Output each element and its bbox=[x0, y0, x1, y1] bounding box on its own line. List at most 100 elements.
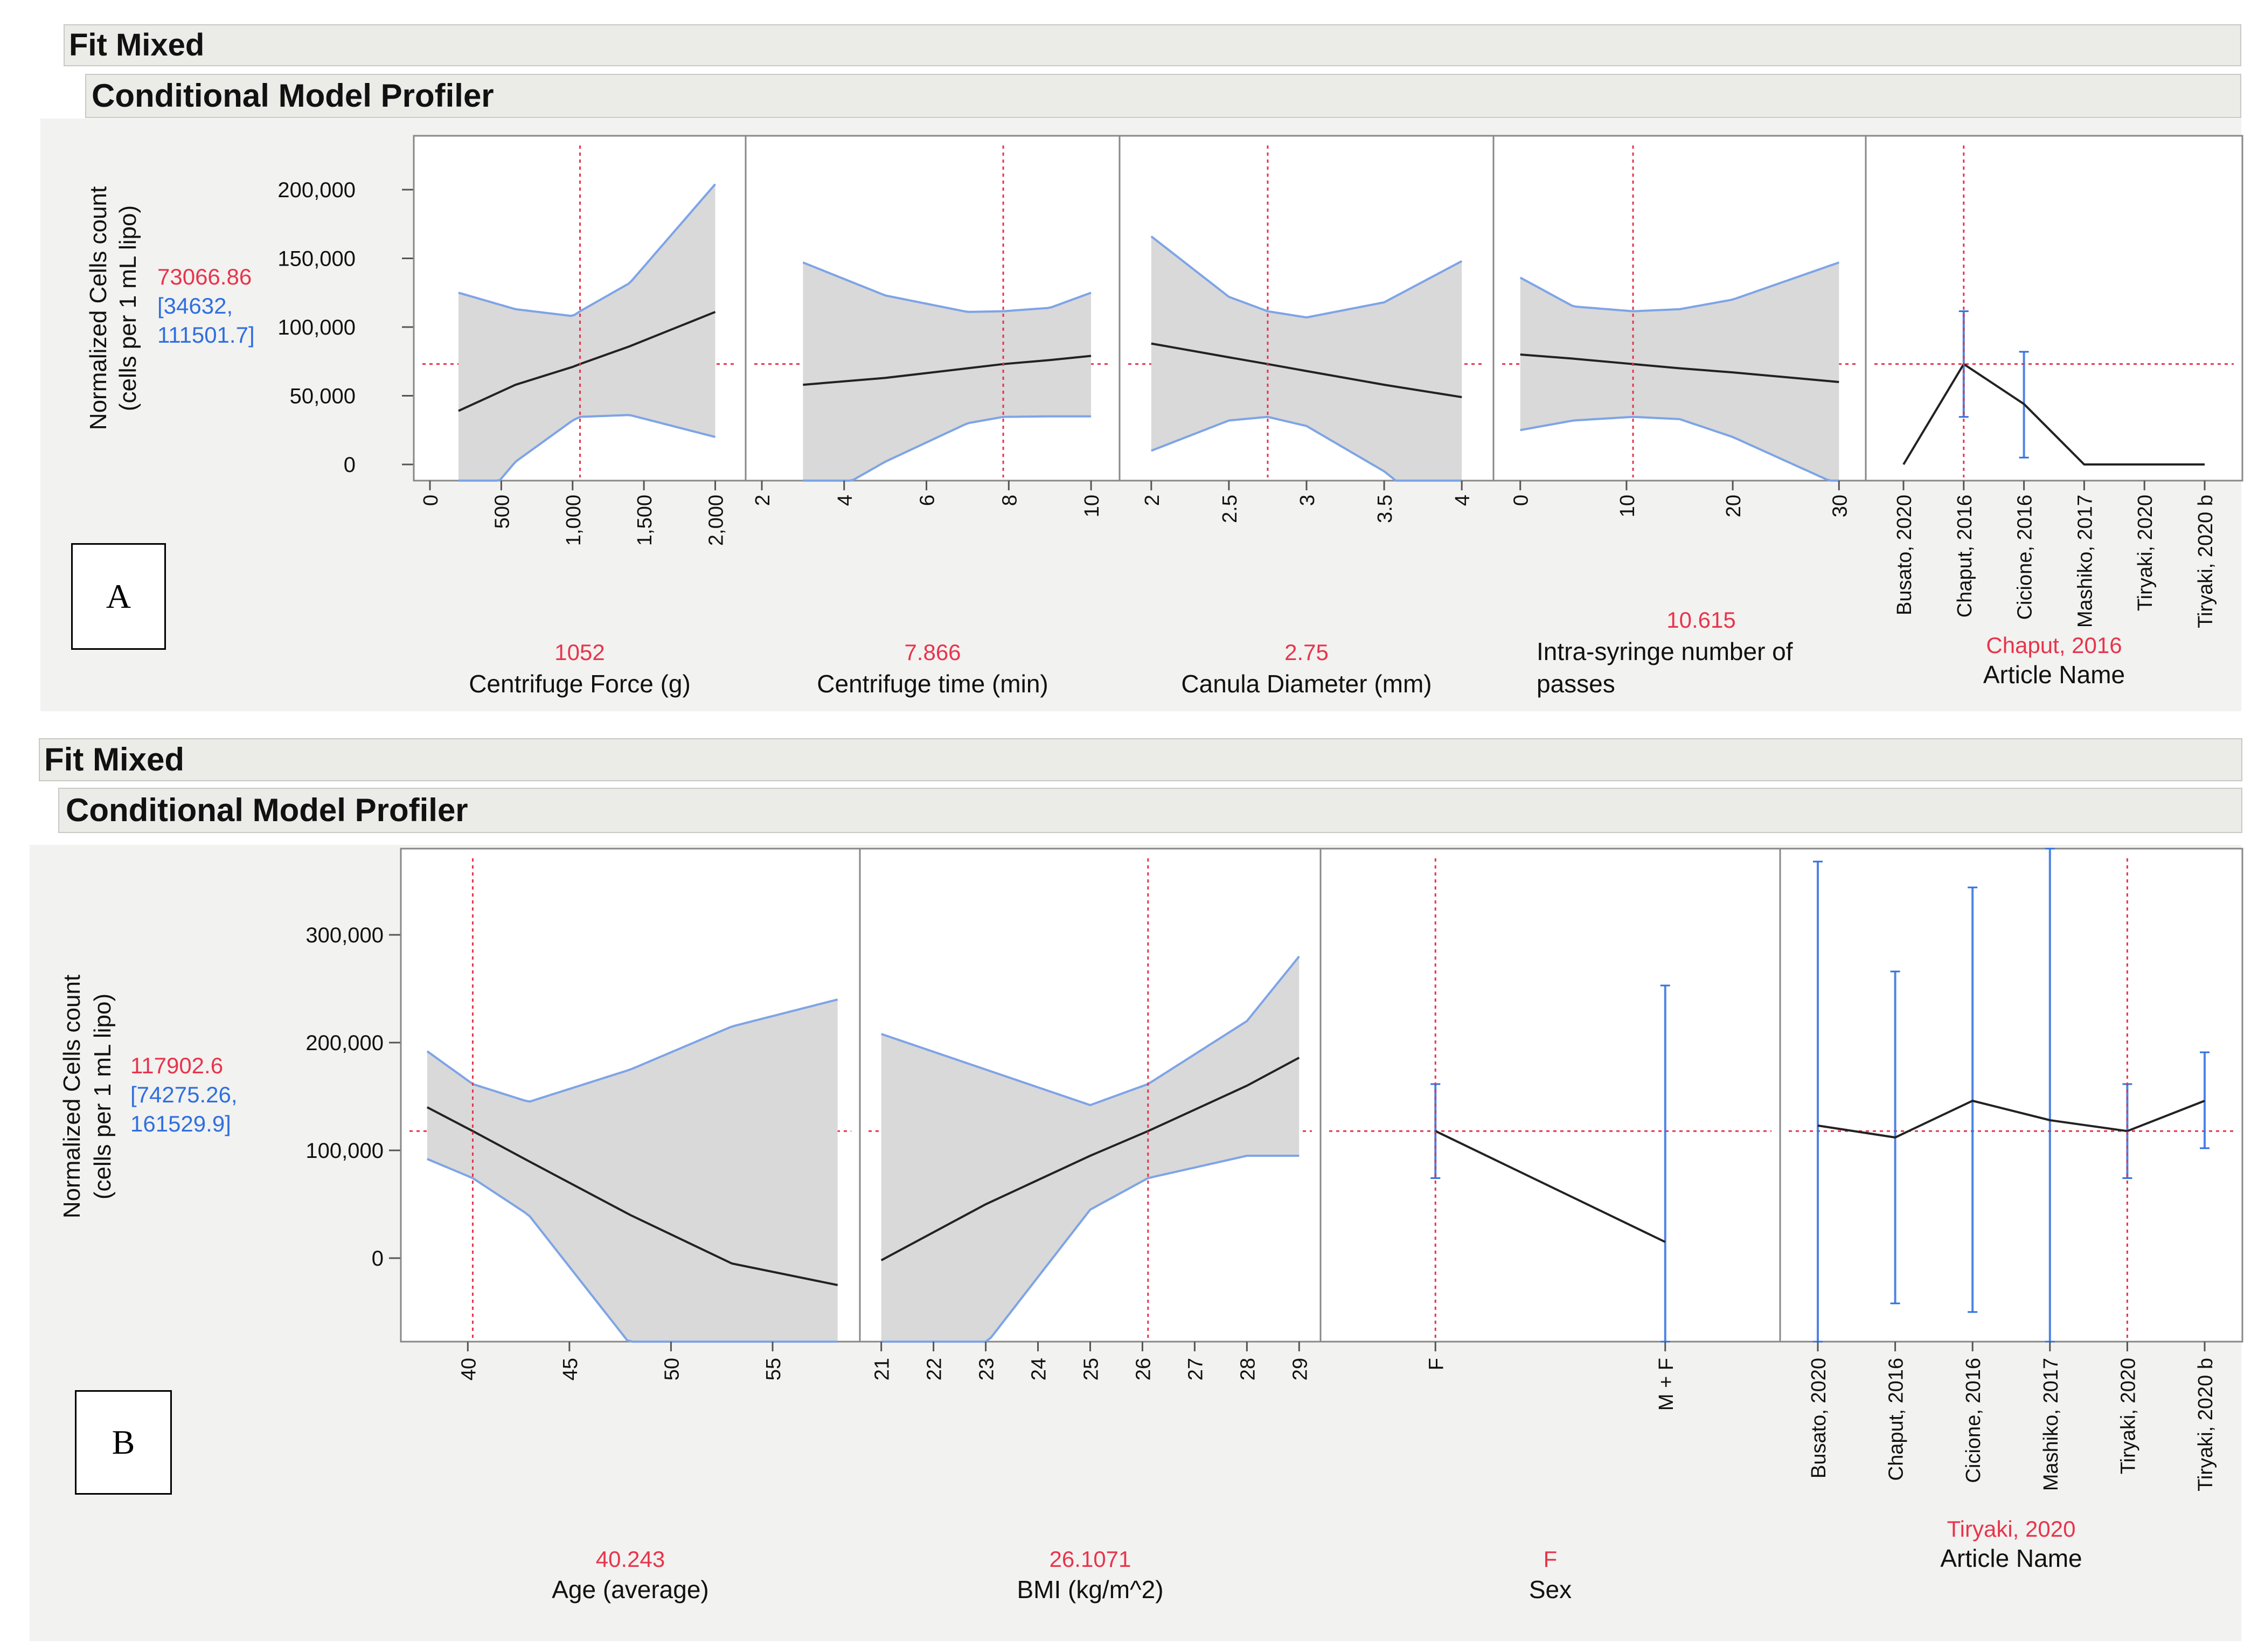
confidence-upper-line bbox=[426, 998, 838, 1103]
x-tick-label: Busato, 2020 bbox=[1808, 1358, 1830, 1479]
confidence-lower-line bbox=[1151, 415, 1462, 482]
x-tick-label: Chaput, 2016 bbox=[1954, 495, 1976, 617]
x-axis-label: Intra-syringe number of bbox=[1537, 637, 1793, 665]
prediction-line bbox=[1151, 342, 1462, 399]
confidence-lower-line bbox=[427, 1158, 838, 1343]
x-tick-label: 28 bbox=[1236, 1358, 1259, 1380]
x-current-value: Tiryaki, 2020 bbox=[1947, 1516, 2076, 1542]
plot-panel bbox=[1865, 135, 2243, 482]
x-tick-label: 3.5 bbox=[1374, 495, 1396, 523]
confidence-lower-line bbox=[458, 414, 716, 482]
x-tick-label: 3 bbox=[1296, 495, 1319, 506]
x-tick-label: Tiryaki, 2020 bbox=[2134, 495, 2157, 611]
x-current-value: 7.866 bbox=[904, 640, 961, 665]
confidence-band bbox=[1520, 262, 1839, 481]
y-axis-title: Normalized Cells count bbox=[59, 975, 85, 1218]
profiler-header-a[interactable]: Conditional Model Profiler bbox=[85, 74, 2241, 118]
x-tick-label: 21 bbox=[871, 1358, 894, 1380]
x-axis-label: Age (average) bbox=[552, 1575, 709, 1604]
x-tick-label: 8 bbox=[998, 495, 1021, 506]
x-tick-label: 500 bbox=[491, 495, 513, 529]
y-tick-label: 300,000 bbox=[305, 924, 384, 947]
prediction-line bbox=[880, 1057, 1300, 1261]
x-tick-label: 10 bbox=[1616, 495, 1639, 517]
x-axis-label: passes bbox=[1537, 670, 1615, 698]
confidence-lower-line bbox=[1520, 415, 1839, 482]
y-confidence-interval: 111501.7] bbox=[157, 322, 255, 348]
confidence-lower-line bbox=[803, 415, 1092, 482]
x-current-value: 10.615 bbox=[1666, 607, 1735, 633]
x-tick-label: 0 bbox=[1510, 495, 1533, 506]
figure-label-b: B bbox=[75, 1390, 172, 1495]
prediction-line bbox=[1435, 1130, 1666, 1243]
x-axis-label: Centrifuge Force (g) bbox=[469, 670, 691, 698]
y-axis-title: (cells per 1 mL lipo) bbox=[89, 994, 116, 1199]
x-tick-label: Cicione, 2016 bbox=[2014, 495, 2037, 620]
confidence-upper-line bbox=[802, 261, 1092, 313]
x-current-value: 1052 bbox=[554, 640, 605, 665]
plot-panel bbox=[1319, 848, 1781, 1343]
x-axis-label: Canula Diameter (mm) bbox=[1181, 670, 1432, 698]
x-tick-label: 50 bbox=[661, 1358, 683, 1380]
x-tick-label: 4 bbox=[1451, 495, 1474, 506]
x-tick-label: 2 bbox=[1141, 495, 1164, 506]
profiler-header-b[interactable]: Conditional Model Profiler bbox=[58, 788, 2242, 833]
confidence-band bbox=[427, 999, 838, 1342]
x-tick-label: 1,000 bbox=[562, 495, 585, 546]
confidence-upper-line bbox=[1150, 235, 1463, 319]
y-confidence-interval: 161529.9] bbox=[130, 1111, 231, 1136]
x-tick-label: 27 bbox=[1184, 1358, 1207, 1380]
confidence-band bbox=[881, 956, 1300, 1342]
x-tick-label: 0 bbox=[420, 495, 442, 506]
x-tick-label: 40 bbox=[457, 1358, 480, 1380]
x-tick-label: Mashiko, 2017 bbox=[2040, 1358, 2062, 1491]
x-axis-label: Centrifuge time (min) bbox=[817, 670, 1048, 698]
confidence-upper-line bbox=[881, 955, 1300, 1107]
confidence-upper-line bbox=[1519, 261, 1839, 313]
fit-mixed-header-a[interactable]: Fit Mixed bbox=[64, 24, 2241, 66]
x-axis-label: Sex bbox=[1529, 1575, 1572, 1604]
prediction-line bbox=[1520, 353, 1839, 383]
fit-mixed-header-b[interactable]: Fit Mixed bbox=[39, 738, 2242, 781]
x-tick-label: 24 bbox=[1028, 1358, 1051, 1380]
y-tick-label: 150,000 bbox=[277, 247, 356, 271]
x-tick-label: 4 bbox=[834, 495, 857, 506]
x-tick-label: Tiryaki, 2020 b bbox=[2194, 495, 2217, 628]
y-current-value: 73066.86 bbox=[157, 264, 252, 289]
y-tick-label: 200,000 bbox=[277, 178, 356, 202]
x-tick-label: 23 bbox=[976, 1358, 998, 1380]
x-tick-label: 30 bbox=[1829, 495, 1851, 517]
y-confidence-interval: [74275.26, bbox=[130, 1082, 238, 1107]
x-tick-label: 22 bbox=[923, 1358, 946, 1380]
x-current-value: Chaput, 2016 bbox=[1986, 633, 2122, 658]
x-tick-label: 2 bbox=[752, 495, 774, 506]
prediction-line bbox=[803, 355, 1092, 386]
y-tick-label: 0 bbox=[344, 453, 356, 477]
y-current-value: 117902.6 bbox=[130, 1053, 223, 1078]
prediction-line bbox=[426, 1106, 838, 1286]
y-confidence-interval: [34632, bbox=[157, 293, 233, 318]
x-tick-label: 6 bbox=[916, 495, 939, 506]
x-current-value: 2.75 bbox=[1284, 640, 1329, 665]
x-tick-label: 29 bbox=[1289, 1358, 1311, 1380]
figure-label-a: A bbox=[71, 543, 166, 650]
x-tick-label: Chaput, 2016 bbox=[1885, 1358, 1908, 1481]
y-axis-title: (cells per 1 mL lipo) bbox=[115, 205, 141, 411]
y-tick-label: 200,000 bbox=[305, 1031, 384, 1055]
x-tick-label: 45 bbox=[559, 1358, 582, 1380]
x-tick-label: Tiryaki, 2020 bbox=[2117, 1358, 2139, 1474]
x-axis-label: Article Name bbox=[1983, 661, 2125, 689]
confidence-band bbox=[458, 184, 715, 481]
x-tick-label: Busato, 2020 bbox=[1893, 495, 1916, 615]
x-tick-label: 1,500 bbox=[634, 495, 656, 546]
prediction-line bbox=[1817, 1099, 2205, 1139]
x-tick-label: Tiryaki, 2020 b bbox=[2194, 1358, 2217, 1491]
x-current-value: F bbox=[1544, 1546, 1558, 1572]
y-tick-label: 0 bbox=[372, 1247, 384, 1271]
x-tick-label: Cicione, 2016 bbox=[1962, 1358, 1985, 1483]
x-current-value: 26.1071 bbox=[1050, 1546, 1131, 1572]
y-tick-label: 100,000 bbox=[277, 316, 356, 339]
y-tick-label: 50,000 bbox=[290, 385, 356, 408]
